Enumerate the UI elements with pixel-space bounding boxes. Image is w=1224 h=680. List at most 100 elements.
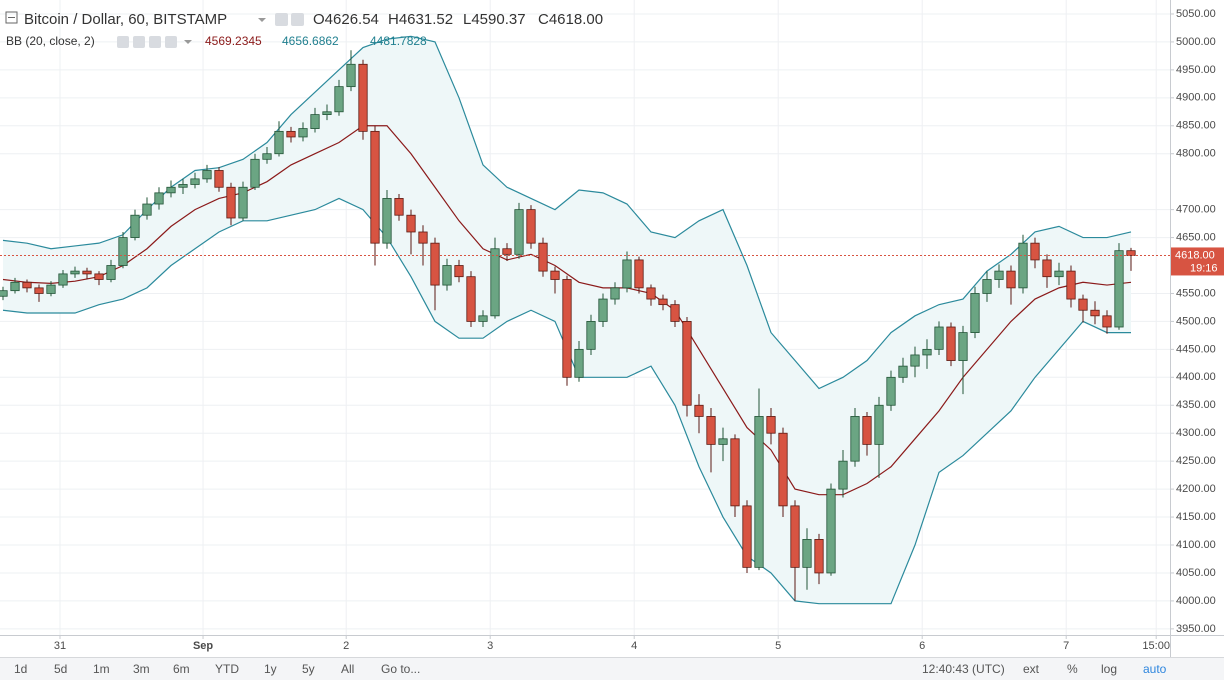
y-tick-label: 4250.00 (1176, 455, 1216, 467)
candle-body (370, 130, 380, 244)
y-tick-label: 4150.00 (1176, 511, 1216, 523)
bb-upper (2, 35, 1132, 390)
candle-body (802, 539, 812, 568)
candle-body (514, 209, 524, 255)
x-tick-label: 31 (54, 640, 66, 652)
settings-icon[interactable] (275, 13, 288, 26)
candle-body (178, 184, 188, 188)
candle-body (10, 281, 20, 292)
candle-body (682, 321, 692, 406)
toolbar-button[interactable]: 6m (173, 662, 190, 676)
candle-body (1042, 259, 1052, 278)
y-tick-label: 5050.00 (1176, 8, 1216, 20)
bb-lower-value: 4481.7828 (370, 34, 427, 48)
candle-body (742, 505, 752, 568)
toolbar-button[interactable]: 5d (54, 662, 68, 676)
candle-body (490, 248, 500, 317)
dropdown-arrow[interactable] (184, 40, 192, 44)
candle-body (226, 186, 236, 219)
x-tick-label: 6 (919, 640, 925, 652)
last-price-box (1171, 247, 1224, 276)
y-tick-label: 4050.00 (1176, 567, 1216, 579)
candle-body (1030, 242, 1040, 261)
toolbar-button[interactable]: YTD (215, 662, 239, 676)
candle-body (418, 231, 428, 244)
candle-body (0, 290, 8, 297)
candle-body (838, 460, 848, 490)
toolbar-button[interactable]: % (1067, 662, 1078, 676)
candle-body (718, 438, 728, 445)
chart: 3950.00 4000.00 4050.00 4100.00 4150.00 4200.… (0, 0, 1224, 657)
y-tick-label: 4550.00 (1176, 287, 1216, 299)
candle-body (730, 438, 740, 507)
candle-body (886, 376, 896, 406)
candle-body (1018, 242, 1028, 289)
plot-area (0, 35, 1170, 605)
candle-body (58, 273, 68, 286)
candle-body (262, 153, 272, 160)
toolbar-button[interactable]: 12:40:43 (UTC) (922, 662, 1005, 676)
candle-body (430, 242, 440, 286)
candle-body (694, 404, 704, 417)
indicator-icon[interactable] (165, 36, 177, 48)
candle-body (646, 287, 656, 300)
candle-body (154, 192, 164, 205)
candle-body (502, 248, 512, 255)
toolbar-button[interactable]: log (1101, 662, 1118, 676)
x-tick-label: Sep (193, 640, 213, 652)
ohlc-low: L4590.37 (463, 11, 526, 28)
toolbar-button[interactable]: All (341, 662, 355, 676)
x-tick-label: 2 (343, 640, 349, 652)
compare-icon[interactable] (291, 13, 304, 26)
candle-body (1066, 270, 1076, 300)
candle-body (94, 273, 104, 280)
y-tick-label: 4350.00 (1176, 399, 1216, 411)
candle-body (322, 111, 332, 115)
indicator-label: BB (20, close, 2) (6, 34, 95, 48)
toolbar-button[interactable]: auto (1143, 662, 1167, 676)
candle-body (538, 242, 548, 272)
candle-body (142, 203, 152, 216)
candle-body (754, 416, 764, 568)
toolbar-button[interactable]: 1y (264, 662, 277, 676)
toolbar-button[interactable]: 3m (133, 662, 150, 676)
toolbar-button[interactable]: 1d (14, 662, 28, 676)
y-tick-label: 4450.00 (1176, 343, 1216, 355)
candle-body (454, 265, 464, 278)
y-tick-label: 5000.00 (1176, 36, 1216, 48)
candle-body (970, 293, 980, 333)
candle-body (1090, 309, 1100, 317)
y-tick-label: 4300.00 (1176, 427, 1216, 439)
candle-body (766, 416, 776, 434)
candle-body (874, 404, 884, 445)
toolbar-button[interactable]: 5y (302, 662, 315, 676)
indicator-icon[interactable] (133, 36, 145, 48)
dropdown-arrow[interactable] (258, 18, 266, 22)
candle-body (274, 130, 284, 155)
indicator-icon[interactable] (149, 36, 161, 48)
toolbar-button[interactable]: 1m (93, 662, 110, 676)
y-tick-label: 4800.00 (1176, 148, 1216, 160)
toolbar-button[interactable]: ext (1023, 662, 1040, 676)
y-tick-label: 4100.00 (1176, 539, 1216, 551)
toolbar-button[interactable]: Go to... (381, 662, 421, 676)
candle-body (286, 130, 296, 138)
x-tick-label: 3 (487, 640, 493, 652)
axes: 3950.00 4000.00 4050.00 4100.00 4150.00 4200.… (54, 8, 1224, 652)
collapse-icon[interactable] (5, 11, 18, 24)
candle-body (202, 170, 212, 180)
candle-body (574, 348, 584, 378)
candle-body (1078, 298, 1088, 311)
y-tick-label: 4900.00 (1176, 92, 1216, 104)
candle-body (118, 237, 128, 266)
indicator-icon[interactable] (117, 36, 129, 48)
candle-body (346, 63, 356, 88)
candle-body (82, 270, 92, 275)
candle-body (334, 86, 344, 113)
candle-body (778, 432, 788, 507)
candle-body (790, 505, 800, 568)
candle-body (934, 326, 944, 350)
candle-body (478, 315, 488, 322)
candle-body (850, 416, 860, 462)
